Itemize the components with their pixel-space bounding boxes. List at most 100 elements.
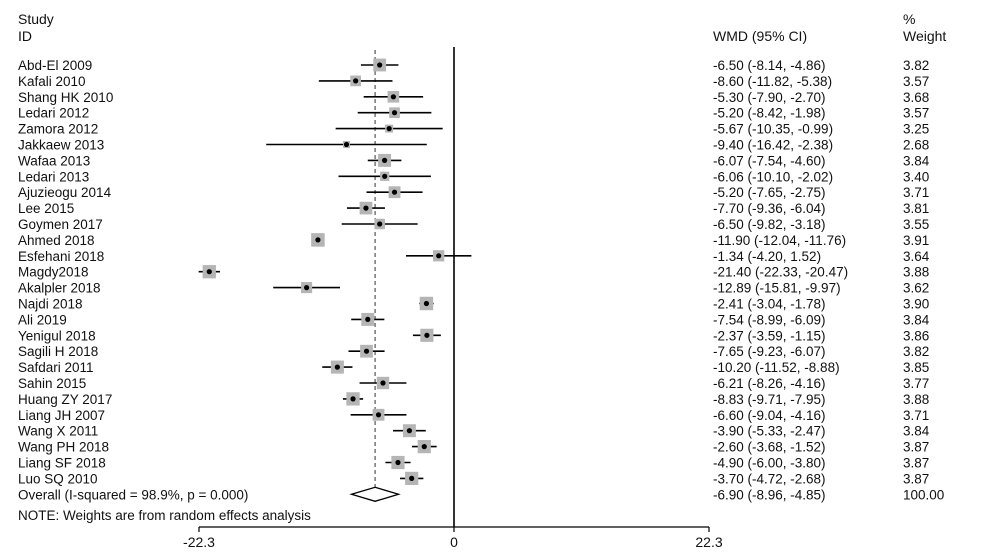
study-name: Abd-El 2009 [18, 58, 92, 73]
weight-text: 3.82 [903, 344, 929, 359]
study-name: Yenigul 2018 [18, 328, 96, 343]
ci-text: -3.70 (-4.72, -2.68) [713, 471, 826, 486]
ci-text: -2.60 (-3.68, -1.52) [713, 440, 826, 455]
study-name: Akalpler 2018 [18, 281, 101, 296]
weight-text: 3.77 [903, 376, 929, 391]
ci-text: -7.70 (-9.36, -6.04) [713, 201, 826, 216]
study-name: Safdari 2011 [18, 360, 94, 375]
weight-text: 3.81 [903, 201, 929, 216]
ci-text: -5.20 (-7.65, -2.75) [713, 185, 826, 200]
weight-text: 3.55 [903, 217, 929, 232]
point-estimate [363, 205, 369, 211]
overall-label: Overall (I-squared = 98.9%, p = 0.000) [18, 487, 248, 502]
point-estimate [363, 348, 370, 354]
point-estimate [390, 94, 396, 100]
study-name: Ali 2019 [18, 312, 67, 327]
study-name: Wang X 2011 [18, 424, 98, 439]
ci-text: -6.21 (-8.26, -4.16) [713, 376, 826, 391]
ci-text: -9.40 (-16.42, -2.38) [713, 138, 833, 153]
point-estimate [386, 126, 392, 132]
weight-header: % Weight [903, 11, 946, 45]
weight-text: 3.82 [903, 58, 929, 73]
study-name: Wang PH 2018 [18, 440, 109, 455]
study-name: Lee 2015 [18, 201, 74, 216]
study-name: Magdy2018 [18, 265, 89, 280]
weight-text: 3.90 [903, 297, 929, 312]
effect-header: WMD (95% CI) [713, 28, 808, 44]
weight-text: 3.64 [903, 249, 930, 264]
point-estimate [406, 428, 413, 434]
point-estimate [375, 412, 382, 418]
point-estimate [206, 269, 212, 275]
study-header-line1: Study [18, 11, 54, 27]
study-name: Liang SF 2018 [18, 456, 106, 471]
study-name: Wafaa 2013 [18, 153, 90, 168]
weight-text: 3.25 [903, 122, 929, 137]
point-estimate [350, 396, 356, 402]
weight-text: 3.91 [903, 233, 929, 248]
point-estimate [334, 364, 340, 370]
weight-text: 3.84 [903, 424, 930, 439]
study-name: Zamora 2012 [18, 122, 98, 137]
weight-text: 3.87 [903, 440, 929, 455]
ci-text: -6.50 (-9.82, -3.18) [713, 217, 826, 232]
study-rows: Abd-El 2009 -6.50 (-8.14, -4.86) 3.82 Kafal… [18, 47, 944, 527]
ci-text: -5.67 (-10.35, -0.99) [713, 122, 833, 137]
study-name: Huang ZY 2017 [18, 392, 112, 407]
point-estimate [423, 300, 430, 307]
weight-text: 3.84 [903, 312, 930, 327]
study-name: Sagili H 2018 [18, 344, 98, 359]
weight-text: 3.62 [903, 281, 929, 296]
ci-text: -3.90 (-5.33, -2.47) [713, 424, 826, 439]
ci-text: -21.40 (-22.33, -20.47) [713, 265, 848, 280]
point-estimate [424, 332, 430, 338]
study-name: Goymen 2017 [18, 217, 103, 232]
weight-text: 3.85 [903, 360, 929, 375]
ci-text: -6.50 (-8.14, -4.86) [713, 58, 826, 73]
ci-text: -2.37 (-3.59, -1.15) [713, 328, 826, 343]
point-estimate [382, 173, 388, 179]
weight-text: 2.68 [903, 138, 929, 153]
ci-text: -7.65 (-9.23, -6.07) [713, 344, 826, 359]
ci-text: -11.90 (-12.04, -11.76) [713, 233, 846, 248]
overall-weight-text: 100.00 [903, 487, 944, 502]
point-estimate [409, 475, 415, 481]
ci-text: -2.41 (-3.04, -1.78) [713, 297, 826, 312]
x-tick-label: 0 [450, 534, 458, 550]
weight-text: 3.86 [903, 328, 929, 343]
ci-text: -7.54 (-8.99, -6.09) [713, 312, 826, 327]
weight-text: 3.87 [903, 471, 929, 486]
study-name: Najdi 2018 [18, 297, 83, 312]
study-name: Ahmed 2018 [18, 233, 95, 248]
study-name: Sahin 2015 [18, 376, 86, 391]
point-estimate [421, 444, 427, 450]
weight-text: 3.87 [903, 456, 929, 471]
study-name: Liang JH 2007 [18, 408, 105, 423]
ci-text: -12.89 (-15.81, -9.97) [713, 281, 841, 296]
ci-text: -4.90 (-6.00, -3.80) [713, 456, 826, 471]
ci-text: -8.83 (-9.71, -7.95) [713, 392, 826, 407]
x-axis: -22.3 0 22.3 [183, 526, 723, 550]
point-estimate [377, 62, 383, 68]
overall-ci-text: -6.90 (-8.96, -4.85) [713, 487, 826, 502]
point-estimate [377, 221, 383, 227]
overall-diamond [349, 486, 401, 502]
study-header-line2: ID [18, 28, 32, 44]
study-name: Ajuzieogu 2014 [18, 185, 112, 200]
weight-text: 3.57 [903, 74, 929, 89]
point-estimate [391, 110, 398, 116]
ci-text: -10.20 (-11.52, -8.88) [713, 360, 840, 375]
weight-text: 3.71 [903, 408, 929, 423]
weight-text: 3.84 [903, 153, 930, 168]
weight-text: 3.71 [903, 185, 929, 200]
ci-text: -6.60 (-9.04, -4.16) [713, 408, 826, 423]
point-estimate [343, 141, 350, 148]
study-header: Study ID [18, 11, 54, 45]
weight-header-line1: % [903, 11, 916, 27]
ci-text: -5.20 (-8.42, -1.98) [713, 106, 826, 121]
weight-text: 3.57 [903, 106, 929, 121]
point-estimate [391, 189, 398, 195]
ci-text: -8.60 (-11.82, -5.38) [713, 74, 832, 89]
weight-text: 3.88 [903, 392, 929, 407]
